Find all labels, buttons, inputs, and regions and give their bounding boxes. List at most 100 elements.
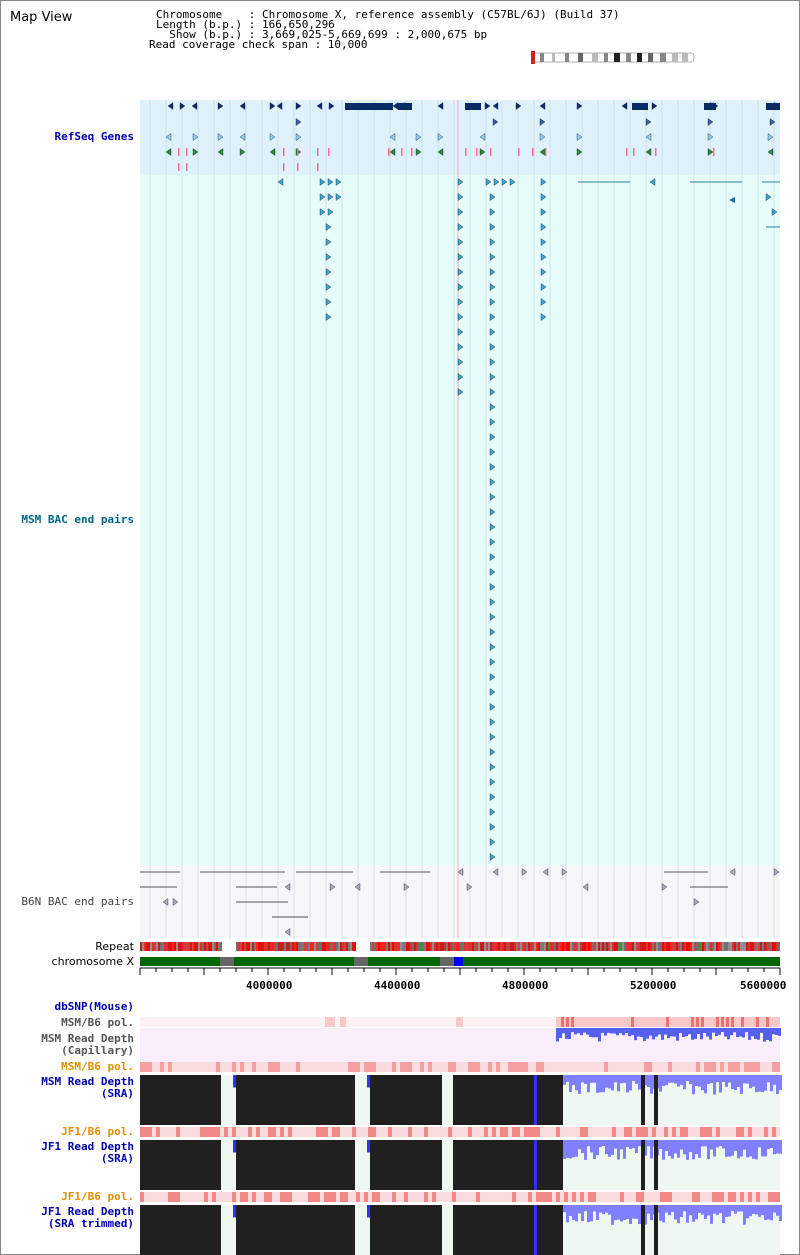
track-label-dbsnp[interactable]: dbSNP(Mouse) (54, 1000, 134, 1013)
ideogram-band (637, 53, 642, 62)
repeat-segment (300, 942, 302, 951)
repeat-segment (444, 942, 446, 951)
pol-hot (666, 1017, 669, 1027)
snp-mark (317, 163, 319, 171)
depth-bar (635, 1075, 638, 1084)
repeat-segment (446, 942, 448, 951)
repeat-segment (192, 942, 194, 951)
depth-saturated (641, 1205, 645, 1255)
depth-bar (680, 1205, 683, 1217)
repeat-segment (682, 942, 684, 951)
depth-bar (764, 1075, 767, 1091)
pol-hot (372, 1062, 376, 1072)
pol-hot (364, 1192, 368, 1202)
repeat-segment (528, 942, 530, 951)
pol-hot (636, 1127, 640, 1137)
pol-hot (212, 1192, 216, 1202)
track-label-jf1-depth-sra[interactable]: JF1 Read Depth (SRA) (41, 1141, 134, 1165)
bac-glyph (457, 253, 464, 261)
repeat-segment (668, 942, 670, 951)
depth-bar (534, 1205, 537, 1255)
depth-bar (626, 1075, 629, 1093)
depth-bar (712, 1028, 715, 1033)
pol-hot (448, 1062, 452, 1072)
repeat-segment (156, 942, 158, 951)
track-label-refseq[interactable]: RefSeq Genes (54, 130, 134, 143)
b6n-glyph (661, 883, 668, 891)
pol-hot (720, 1192, 724, 1202)
repeat-segment (692, 942, 694, 951)
gene-glyph (192, 133, 199, 141)
track-label-jf1-pol-2[interactable]: JF1/B6 pol. (61, 1190, 134, 1203)
repeat-segment (320, 942, 322, 951)
depth-bar (572, 1140, 575, 1158)
pol-hot (500, 1127, 504, 1137)
b6n-bac-glyphs[interactable] (140, 868, 780, 936)
repeat-segment (376, 942, 378, 951)
track-label-jf1-depth-trim[interactable]: JF1 Read Depth (SRA trimmed) (41, 1206, 134, 1230)
depth-saturated (453, 1205, 563, 1255)
repeat-segment (144, 942, 146, 951)
depth-bar (671, 1140, 674, 1159)
repeat-segment (186, 942, 188, 951)
pol-hot (548, 1192, 552, 1202)
repeat-segment (548, 942, 550, 951)
repeat-segment (270, 942, 272, 951)
repeat-segment (704, 942, 706, 951)
pol-hot (284, 1192, 288, 1202)
depth-bar (772, 1028, 775, 1035)
pol-hot (668, 1062, 672, 1072)
repeat-segment (768, 942, 770, 951)
gene-glyph (576, 148, 583, 156)
depth-bar (623, 1205, 626, 1221)
gene-glyph (707, 133, 714, 141)
depth-bar (746, 1075, 749, 1084)
depth-bar (683, 1075, 686, 1090)
track-label-jf1-pol-1[interactable]: JF1/B6 pol. (61, 1125, 134, 1138)
depth-bar (673, 1028, 676, 1037)
ideogram-band (604, 53, 608, 62)
gene-glyph (269, 102, 276, 110)
repeat-segment (382, 942, 384, 951)
pol-track-bg (140, 1062, 780, 1072)
track-label-msm-depth-cap[interactable]: MSM Read Depth (Capillary) (41, 1033, 134, 1057)
lower-tracks[interactable] (140, 1017, 782, 1255)
bac-glyph (457, 208, 464, 216)
depth-bar (752, 1075, 755, 1087)
bac-glyph (489, 508, 496, 516)
pol-hot (512, 1127, 516, 1137)
pol-hot (528, 1192, 532, 1202)
depth-bar (686, 1075, 689, 1082)
chromosome-bar[interactable] (140, 957, 780, 966)
gene-glyph (167, 102, 174, 110)
snp-mark (476, 148, 478, 156)
coverage-line: Read coverage check span : 10,000 (149, 38, 368, 51)
repeat-segment (718, 942, 720, 951)
depth-bar (667, 1028, 670, 1039)
pol-hot (728, 1192, 732, 1202)
refseq-gene-glyphs[interactable] (140, 102, 780, 172)
repeat-bar[interactable] (140, 942, 780, 951)
track-label-msm-pol-1[interactable]: MSM/B6 pol. (61, 1016, 134, 1029)
depth-bar (715, 1028, 718, 1036)
track-label-b6n-bac[interactable]: B6N BAC end pairs (21, 895, 134, 908)
bac-glyph (489, 853, 496, 861)
repeat-segment (580, 942, 582, 951)
chromosome-ideogram[interactable] (531, 51, 695, 64)
repeat-segment (248, 942, 250, 951)
repeat-segment (618, 942, 620, 951)
pol-hot (276, 1062, 280, 1072)
repeat-segment (284, 942, 286, 951)
repeat-segment (498, 942, 500, 951)
bac-glyph (489, 553, 496, 561)
track-label-msm-bac[interactable]: MSM BAC end pairs (21, 513, 134, 526)
track-label-msm-depth-sra[interactable]: MSM Read Depth (SRA) (41, 1076, 134, 1100)
repeat-segment (408, 942, 410, 951)
repeat-segment (306, 942, 308, 951)
msm-bac-glyphs[interactable] (277, 178, 780, 861)
pol-hot (756, 1062, 760, 1072)
track-label-msm-pol-2[interactable]: MSM/B6 pol. (61, 1060, 134, 1073)
pol-hot (288, 1192, 292, 1202)
depth-bar (584, 1140, 587, 1160)
